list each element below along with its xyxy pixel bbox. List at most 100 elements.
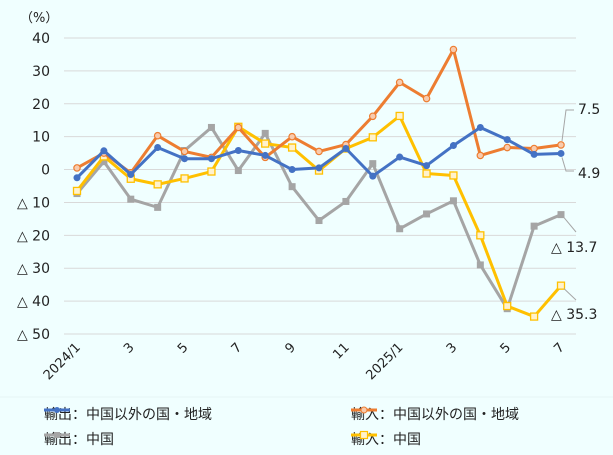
x-tick-label: 3 (444, 340, 460, 356)
legend-square-marker-icon (44, 432, 70, 438)
data-point (530, 150, 538, 158)
x-tick-label: 7 (551, 340, 567, 356)
data-point (423, 210, 431, 218)
data-point (180, 174, 189, 183)
data-label: △ 13.7 (551, 240, 597, 256)
data-point (369, 160, 377, 168)
data-point (234, 146, 242, 154)
leader-line (563, 217, 577, 233)
data-point (503, 143, 512, 152)
legend: 輸出：中国以外の国・地域 輸入：中国以外の国・地域 輸出：中国 輸入：中国 (0, 398, 613, 450)
data-point (180, 147, 189, 156)
data-point (530, 144, 538, 153)
data-point (207, 155, 215, 163)
data-point (261, 129, 269, 137)
data-point (476, 261, 484, 269)
legend-open-square-marker-icon (351, 430, 377, 440)
data-point (476, 123, 484, 131)
y-tick-label: 10 (32, 130, 50, 146)
data-point (368, 133, 377, 142)
y-tick-label: 30 (32, 64, 50, 80)
data-point (396, 225, 404, 233)
data-point (261, 151, 269, 159)
data-point (181, 155, 189, 163)
legend-item-export-non-china: 輸出：中国以外の国・地域 (44, 404, 212, 424)
y-tick-label: 40 (32, 31, 50, 47)
data-point (287, 143, 297, 152)
data-point (288, 166, 296, 174)
data-point (153, 180, 162, 189)
x-tick-label: 2025/1 (364, 340, 407, 383)
y-unit-label: （%） (20, 11, 58, 26)
data-label: 4.9 (578, 166, 600, 182)
legend-circle-marker-icon (44, 407, 70, 413)
data-point (127, 170, 135, 178)
y-tick-label: 20 (32, 97, 50, 113)
data-point (557, 141, 565, 149)
x-tick-label: 11 (330, 340, 352, 362)
data-point (369, 172, 377, 180)
data-point (100, 147, 108, 155)
data-point (395, 78, 404, 87)
data-point (395, 111, 404, 121)
data-point (342, 145, 350, 153)
data-point (72, 186, 82, 196)
data-point (342, 197, 350, 205)
data-point (557, 211, 565, 219)
x-tick-label: 2024/1 (41, 340, 84, 383)
data-point (315, 164, 323, 172)
data-point (396, 153, 404, 161)
legend-open-circle-marker-icon (351, 406, 377, 414)
data-point (73, 174, 81, 182)
data-point (503, 301, 512, 311)
y-tick-label: 0 (41, 163, 50, 179)
data-point (234, 167, 242, 175)
data-point (154, 203, 162, 211)
data-point (154, 144, 162, 152)
data-point (207, 167, 216, 176)
data-point (315, 217, 323, 225)
data-point (449, 197, 457, 205)
data-point (476, 231, 485, 240)
data-point (288, 183, 296, 191)
x-tick-label: 5 (175, 340, 191, 356)
legend-item-import-china: 輸入：中国 (351, 429, 421, 449)
data-point (422, 169, 431, 178)
data-label: △ 35.3 (551, 307, 597, 323)
leader-line (561, 109, 574, 141)
data-point (207, 123, 215, 131)
data-point (315, 147, 323, 156)
data-point (127, 195, 135, 203)
data-point (234, 123, 243, 132)
data-point (422, 94, 431, 103)
data-point (556, 281, 566, 290)
y-tick-label: △ 20 (17, 228, 50, 244)
y-tick-label: △ 50 (17, 327, 50, 343)
x-tick-label: 7 (229, 340, 245, 356)
leader-line (561, 157, 574, 172)
data-point (73, 164, 81, 172)
legend-item-import-non-china: 輸入：中国以外の国・地域 (351, 404, 519, 424)
x-tick-label: 9 (282, 340, 298, 356)
data-point (503, 136, 511, 144)
x-tick-label: 5 (498, 340, 514, 356)
data-point (529, 312, 539, 321)
legend-label: 輸出：中国以外の国・地域 (44, 407, 212, 423)
data-point (449, 171, 458, 180)
data-label: 7.5 (578, 102, 600, 118)
data-point (288, 132, 296, 141)
y-tick-label: △ 40 (17, 294, 50, 310)
data-point (153, 131, 162, 140)
data-point (557, 149, 565, 157)
legend-item-export-china: 輸出：中国 (44, 429, 114, 449)
data-point (530, 222, 538, 230)
data-point (261, 139, 270, 148)
data-point (100, 158, 108, 166)
data-point (476, 151, 485, 160)
data-point (449, 45, 458, 54)
data-point (423, 162, 431, 170)
x-tick-label: 3 (121, 340, 137, 356)
y-tick-label: △ 10 (17, 195, 50, 211)
legend-label: 輸入：中国以外の国・地域 (351, 407, 519, 423)
